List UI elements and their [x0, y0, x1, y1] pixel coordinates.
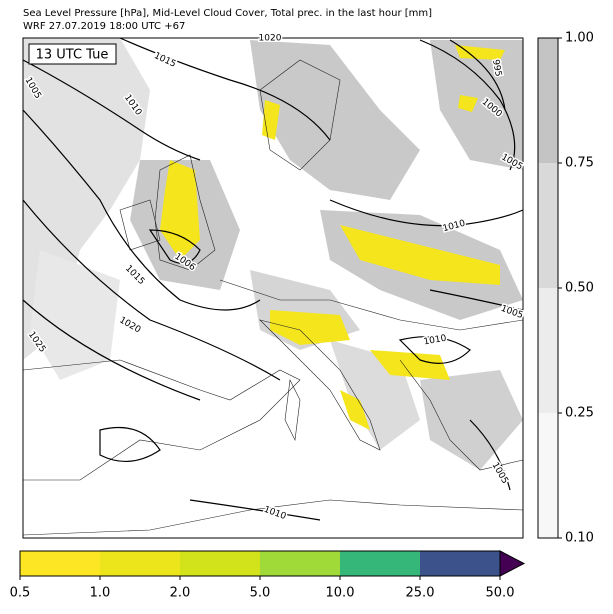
colorbar-extension — [499, 550, 526, 577]
colorbar-segment — [260, 551, 340, 576]
colorbar-tick-label: 0.25 — [565, 406, 594, 421]
colorbar-tick-label: 5.0 — [250, 586, 271, 601]
colorbar-tick-label: 0.10 — [565, 531, 594, 546]
map: 13 UTC Tue 10201015100510109951000100510… — [21, 32, 526, 539]
subtitle: WRF 27.07.2019 18:00 UTC +67 — [23, 21, 185, 32]
colorbar-segment — [340, 551, 420, 576]
colorbar-segment — [420, 551, 500, 576]
colorbar-segment — [538, 288, 558, 413]
precip-areas — [160, 45, 505, 430]
cloud-areas — [23, 38, 523, 470]
colorbar-tick-label: 0.5 — [10, 586, 31, 601]
colorbar-tick-label: 0.50 — [565, 281, 594, 296]
isobars — [22, 37, 524, 521]
colorbar-tick-label: 1.00 — [565, 31, 594, 46]
colorbar-tick-label: 10.0 — [326, 586, 355, 601]
colorbar-tick-label: 25.0 — [406, 586, 435, 601]
colorbar-segment — [538, 38, 558, 163]
cloud-colorbar: 0.10 0.25 0.50 0.75 1.00 — [537, 31, 594, 546]
colorbar-segment — [538, 413, 558, 538]
colorbar-segment — [180, 551, 260, 576]
isobar-label: 1020 — [259, 34, 282, 44]
colorbar-tick-label: 50.0 — [486, 586, 515, 601]
colorbar-tick-label: 1.0 — [90, 586, 111, 601]
colorbar-segment — [20, 551, 100, 576]
precip-colorbar: 0.5 1.0 2.0 5.0 10.0 25.0 50.0 — [10, 550, 526, 601]
title: Sea Level Pressure [hPa], Mid-Level Clou… — [23, 8, 432, 19]
colorbar-tick-label: 0.75 — [565, 156, 594, 171]
time-label: 13 UTC Tue — [36, 48, 109, 63]
colorbar-segment — [100, 551, 180, 576]
time-box — [28, 43, 117, 65]
isobar-label: 995 — [490, 59, 503, 78]
colorbar-segment — [538, 163, 558, 288]
map-frame — [22, 37, 524, 539]
colorbar-tick-label: 2.0 — [170, 586, 191, 601]
